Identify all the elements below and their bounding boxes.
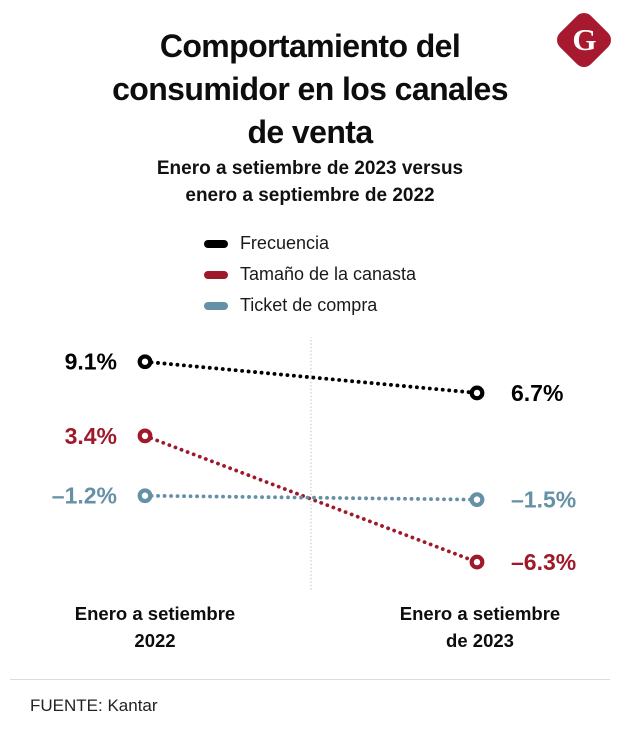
start-marker — [137, 354, 153, 370]
end-value-label: –6.3% — [511, 549, 576, 575]
slope-chart: 9.1% 6.7% 3.4% –6.3% –1.2% –1.5% — [52, 337, 576, 591]
start-marker — [137, 428, 153, 444]
page-subtitle: Enero a setiembre de 2023 versus enero a… — [0, 155, 620, 209]
series-line — [143, 359, 479, 395]
source-note: FUENTE: Kantar — [30, 696, 158, 715]
legend-item-tamano-canasta: Tamaño de la canasta — [203, 264, 417, 285]
start-value-label: 3.4% — [65, 423, 117, 449]
page-title: Comportamiento del consumidor en los can… — [0, 25, 620, 154]
title-line-2: consumidor en los canales — [112, 71, 508, 107]
subtitle-line-2: enero a septiembre de 2022 — [185, 185, 435, 206]
end-marker — [469, 385, 485, 401]
series-line — [143, 433, 479, 564]
legend-label: Tamaño de la canasta — [239, 264, 417, 284]
footer-divider — [10, 679, 610, 680]
legend-label: Frecuencia — [239, 233, 329, 253]
x-axis-label-2022: Enero a setiembre 2022 — [74, 603, 236, 651]
legend-swatch-ticket-compra — [203, 301, 228, 310]
legend-swatch-tamano-canasta — [203, 270, 228, 279]
end-marker — [469, 492, 485, 508]
start-value-label: –1.2% — [52, 483, 117, 509]
chart-legend: Frecuencia Tamaño de la canasta Ticket d… — [203, 233, 417, 316]
legend-item-frecuencia: Frecuencia — [203, 233, 416, 254]
start-value-label: 9.1% — [65, 349, 117, 375]
x-axis-label-2023: Enero a setiembre de 2023 — [399, 603, 561, 651]
subtitle-line-1: Enero a setiembre de 2023 versus — [156, 158, 464, 179]
legend-item-ticket-compra: Ticket de compra — [203, 295, 416, 316]
end-marker — [469, 554, 485, 570]
end-value-label: –1.5% — [511, 487, 576, 513]
legend-swatch-frecuencia — [203, 239, 228, 248]
legend-label: Ticket de compra — [239, 295, 378, 315]
title-line-1: Comportamiento del — [159, 28, 461, 64]
end-value-label: 6.7% — [511, 380, 563, 406]
title-line-3: de venta — [247, 114, 373, 150]
start-marker — [137, 488, 153, 504]
